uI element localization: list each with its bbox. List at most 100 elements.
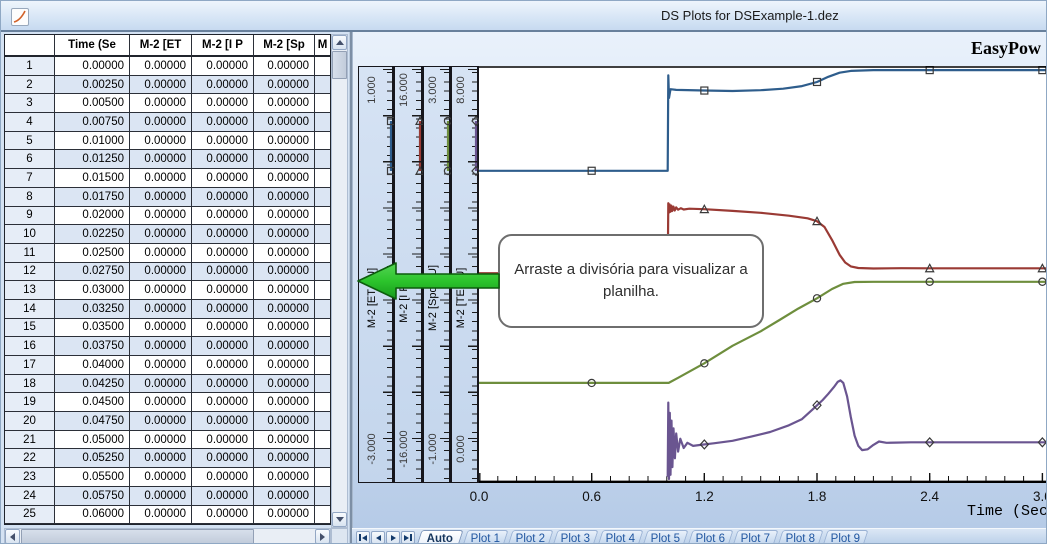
cell[interactable]: [315, 393, 330, 413]
cell[interactable]: 0.00000: [192, 94, 254, 114]
cell[interactable]: 0.00000: [254, 449, 315, 469]
cell[interactable]: 0.00000: [192, 225, 254, 244]
cell[interactable]: 0.06000: [55, 505, 130, 525]
cell[interactable]: 0.00000: [254, 75, 315, 95]
cell[interactable]: 0.00000: [254, 57, 315, 76]
row-number[interactable]: 9: [5, 206, 55, 226]
tab-plot-1[interactable]: Plot 1: [462, 530, 509, 543]
cell[interactable]: 0.00000: [130, 393, 192, 413]
cell[interactable]: 0.00000: [192, 131, 254, 151]
cell[interactable]: [315, 281, 330, 300]
row-number[interactable]: 1: [5, 57, 55, 76]
cell[interactable]: 0.00000: [192, 486, 254, 506]
cell[interactable]: 0.02750: [55, 262, 130, 282]
cell[interactable]: 0.00000: [192, 449, 254, 469]
cell[interactable]: 0.00250: [55, 75, 130, 95]
cell[interactable]: 0.00000: [130, 57, 192, 76]
cell[interactable]: 0.00750: [55, 113, 130, 132]
cell[interactable]: 0.00000: [192, 337, 254, 356]
cell[interactable]: 0.00000: [254, 206, 315, 226]
cell[interactable]: 0.00000: [192, 262, 254, 282]
cell[interactable]: 0.00000: [130, 374, 192, 394]
tab-plot-6[interactable]: Plot 6: [687, 530, 734, 543]
cell[interactable]: 0.00000: [192, 505, 254, 525]
cell[interactable]: 0.00000: [254, 468, 315, 487]
cell[interactable]: 0.00000: [254, 187, 315, 207]
cell[interactable]: 0.00000: [130, 113, 192, 132]
panel-splitter[interactable]: [349, 32, 353, 543]
scroll-right-button[interactable]: [315, 529, 330, 543]
row-number[interactable]: 8: [5, 187, 55, 207]
cell[interactable]: 0.02500: [55, 243, 130, 263]
row-number[interactable]: 22: [5, 449, 55, 469]
row-number[interactable]: 14: [5, 299, 55, 319]
cell[interactable]: [315, 468, 330, 487]
cell[interactable]: 0.04750: [55, 412, 130, 431]
cell[interactable]: 0.05750: [55, 486, 130, 506]
tab-plot-2[interactable]: Plot 2: [507, 530, 554, 543]
cell[interactable]: [315, 225, 330, 244]
tab-auto[interactable]: Auto: [416, 530, 464, 543]
cell[interactable]: 0.00000: [254, 113, 315, 132]
row-number[interactable]: 3: [5, 94, 55, 114]
cell[interactable]: 0.00000: [130, 225, 192, 244]
cell[interactable]: 0.00000: [192, 243, 254, 263]
cell[interactable]: 0.01250: [55, 150, 130, 170]
row-number[interactable]: 21: [5, 430, 55, 450]
row-number[interactable]: 16: [5, 337, 55, 356]
cell[interactable]: 0.00000: [192, 187, 254, 207]
cell[interactable]: 0.01000: [55, 131, 130, 151]
cell[interactable]: 0.00000: [192, 374, 254, 394]
cell[interactable]: 0.03000: [55, 281, 130, 300]
cell[interactable]: 0.00000: [55, 57, 130, 76]
nav-next-button[interactable]: [386, 531, 400, 543]
cell[interactable]: 0.00000: [192, 150, 254, 170]
column-header[interactable]: M: [315, 35, 330, 57]
cell[interactable]: [315, 299, 330, 319]
cell[interactable]: 0.00000: [254, 299, 315, 319]
cell[interactable]: 0.00000: [130, 449, 192, 469]
cell[interactable]: 0.00500: [55, 94, 130, 114]
row-number[interactable]: 4: [5, 113, 55, 132]
cell[interactable]: [315, 169, 330, 188]
column-header[interactable]: M-2 [Sp: [254, 35, 315, 57]
cell[interactable]: [315, 374, 330, 394]
cell[interactable]: 0.00000: [130, 430, 192, 450]
cell[interactable]: 0.00000: [130, 486, 192, 506]
row-number[interactable]: 17: [5, 356, 55, 375]
cell[interactable]: 0.04000: [55, 356, 130, 375]
cell[interactable]: 0.00000: [192, 75, 254, 95]
tab-plot-3[interactable]: Plot 3: [552, 530, 599, 543]
cell[interactable]: [315, 150, 330, 170]
row-number[interactable]: 7: [5, 169, 55, 188]
cell[interactable]: 0.00000: [192, 113, 254, 132]
scroll-up-button[interactable]: [332, 35, 347, 50]
column-header[interactable]: Time (Se: [55, 35, 130, 57]
cell[interactable]: [315, 57, 330, 76]
row-number[interactable]: 6: [5, 150, 55, 170]
cell[interactable]: 0.00000: [192, 430, 254, 450]
cell[interactable]: 0.00000: [130, 299, 192, 319]
column-header[interactable]: M-2 [ET: [130, 35, 192, 57]
cell[interactable]: [315, 187, 330, 207]
cell[interactable]: [315, 262, 330, 282]
cell[interactable]: 0.00000: [130, 356, 192, 375]
cell[interactable]: 0.00000: [130, 131, 192, 151]
column-header[interactable]: [5, 35, 55, 57]
tab-plot-9[interactable]: Plot 9: [822, 530, 869, 543]
cell[interactable]: 0.05250: [55, 449, 130, 469]
cell[interactable]: 0.00000: [254, 281, 315, 300]
cell[interactable]: 0.00000: [254, 393, 315, 413]
row-number[interactable]: 2: [5, 75, 55, 95]
horizontal-scroll-thumb[interactable]: [21, 529, 254, 543]
cell[interactable]: [315, 75, 330, 95]
cell[interactable]: 0.01750: [55, 187, 130, 207]
cell[interactable]: [315, 206, 330, 226]
cell[interactable]: 0.00000: [254, 486, 315, 506]
cell[interactable]: 0.00000: [130, 412, 192, 431]
nav-last-button[interactable]: [401, 531, 415, 543]
cell[interactable]: 0.00000: [254, 150, 315, 170]
cell[interactable]: 0.00000: [254, 169, 315, 188]
cell[interactable]: 0.02250: [55, 225, 130, 244]
cell[interactable]: 0.00000: [130, 243, 192, 263]
